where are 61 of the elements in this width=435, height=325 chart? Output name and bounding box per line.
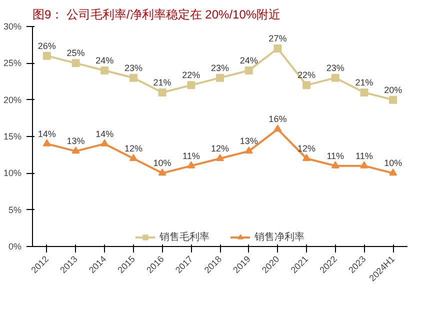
y-tick-label: 30% xyxy=(3,22,22,32)
data-label: 12% xyxy=(298,144,316,154)
data-label: 21% xyxy=(355,78,374,88)
data-label: 14% xyxy=(38,128,56,139)
data-label: 22% xyxy=(182,70,200,80)
data-label: 23% xyxy=(124,62,142,73)
data-label: 10% xyxy=(384,158,402,168)
y-tick-label: 5% xyxy=(8,204,22,215)
legend-label: 销售毛利率 xyxy=(160,230,210,244)
point xyxy=(100,139,109,146)
data-label: 12% xyxy=(210,144,230,154)
data-label: 13% xyxy=(66,136,85,146)
data-label: 11% xyxy=(356,150,373,161)
point xyxy=(331,74,340,82)
data-label: 27% xyxy=(268,34,287,44)
point xyxy=(72,146,80,154)
point xyxy=(42,139,51,146)
point xyxy=(158,168,166,176)
data-label: 12% xyxy=(124,144,142,154)
data-label: 26% xyxy=(38,40,56,51)
point xyxy=(42,52,51,60)
point xyxy=(302,81,311,90)
point xyxy=(216,154,224,162)
data-label: 23% xyxy=(326,62,344,73)
data-label: 11% xyxy=(182,150,200,161)
point xyxy=(360,88,368,96)
data-label: 24% xyxy=(96,56,114,66)
point xyxy=(274,44,282,52)
data-label: 13% xyxy=(240,136,258,146)
point xyxy=(389,96,398,104)
y-tick-label: 0% xyxy=(8,242,22,252)
data-label: 10% xyxy=(153,158,172,168)
point xyxy=(72,59,80,68)
y-tick-label: 25% xyxy=(3,58,22,68)
point xyxy=(100,66,109,74)
point xyxy=(274,124,282,132)
point xyxy=(360,161,368,168)
y-tick-label: 20% xyxy=(3,94,22,105)
point xyxy=(244,146,253,154)
point xyxy=(129,154,138,162)
data-label: 25% xyxy=(66,48,85,58)
point xyxy=(302,154,311,162)
data-label: 11% xyxy=(326,150,344,161)
point xyxy=(187,161,196,168)
point xyxy=(129,74,138,82)
data-label: 16% xyxy=(268,114,287,124)
chart-title: 图9： 公司毛利率/净利率稳定在 20%/10%附近 xyxy=(32,8,281,22)
point xyxy=(389,168,398,176)
point xyxy=(331,161,340,168)
point xyxy=(244,66,253,74)
y-tick-label: 10% xyxy=(3,168,22,178)
data-label: 24% xyxy=(240,56,258,66)
y-tick-label: 15% xyxy=(3,132,22,142)
data-label: 23% xyxy=(210,62,230,73)
point xyxy=(187,81,196,90)
point xyxy=(158,88,166,96)
data-label: 21% xyxy=(153,78,172,88)
legend-label: 销售净利率 xyxy=(254,230,304,244)
data-label: 14% xyxy=(96,128,114,139)
point xyxy=(216,74,224,82)
data-label: 20% xyxy=(384,84,402,95)
